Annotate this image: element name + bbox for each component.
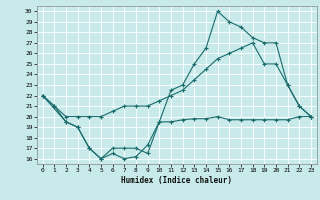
X-axis label: Humidex (Indice chaleur): Humidex (Indice chaleur) bbox=[121, 176, 232, 185]
